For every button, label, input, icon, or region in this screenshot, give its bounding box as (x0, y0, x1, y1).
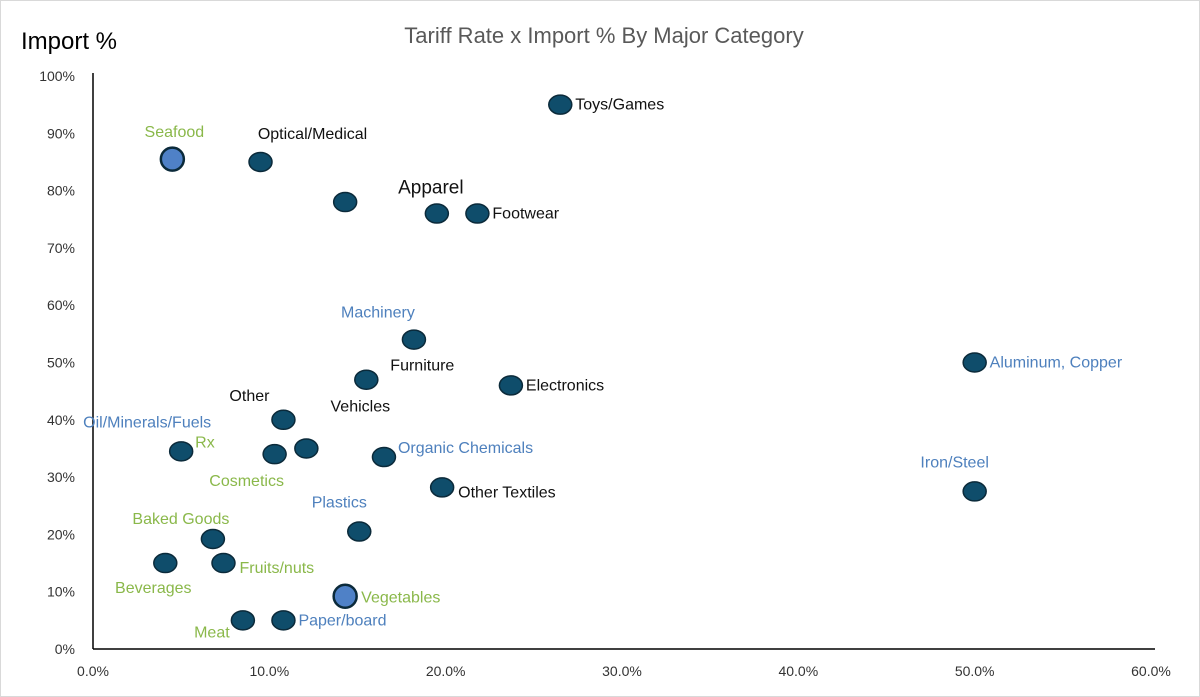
point-label: Furniture (390, 358, 454, 375)
data-point (465, 203, 490, 224)
y-tick-label: 50% (47, 355, 75, 371)
data-point (159, 146, 186, 172)
data-points (153, 94, 987, 631)
data-point (332, 583, 358, 610)
data-point (248, 151, 273, 173)
data-point (230, 610, 256, 631)
point-label: Vehicles (331, 399, 391, 416)
y-tick-label: 0% (55, 641, 75, 657)
point-label: Organic Chemicals (398, 440, 533, 457)
point-label: Electronics (526, 377, 604, 394)
point-labels: Toys/Games Seafood Optical/Medical Apparel F… (83, 97, 1123, 642)
point-label: Toys/Games (575, 97, 664, 114)
x-tick-label: 30.0% (602, 663, 642, 679)
point-label: Rx (195, 434, 215, 451)
y-tick-label: 70% (47, 240, 75, 256)
data-point (371, 446, 397, 468)
point-label: Iron/Steel (920, 454, 988, 471)
y-tick-label: 90% (47, 125, 75, 141)
x-tick-label: 40.0% (778, 663, 818, 679)
data-point (498, 375, 524, 396)
y-tick-label: 10% (47, 584, 75, 600)
x-tick-labels: 0.0% 10.0% 20.0% 30.0% 40.0% 50.0% 60.0% (77, 663, 1171, 679)
point-label: Vegetables (361, 589, 440, 606)
x-tick-label: 20.0% (426, 663, 466, 679)
chart-title: Tariff Rate x Import % By Major Category (404, 23, 803, 48)
point-label: Optical/Medical (258, 126, 367, 143)
data-point (429, 477, 455, 498)
point-label: Paper/board (298, 612, 386, 629)
point-label: Seafood (145, 124, 205, 141)
data-point (153, 552, 178, 574)
x-tick-label: 60.0% (1131, 663, 1171, 679)
data-point (168, 441, 194, 462)
point-label: Baked Goods (132, 511, 229, 528)
x-tick-label: 50.0% (955, 663, 995, 679)
x-tick-label: 10.0% (249, 663, 289, 679)
point-label: Machinery (341, 305, 415, 322)
y-tick-label: 100% (39, 68, 75, 84)
y-tick-labels: 0% 10% 20% 30% 40% 50% 60% 70% 80% 90% 100% (39, 68, 75, 657)
data-point (262, 443, 287, 465)
data-point (354, 369, 379, 390)
point-label: Other (229, 388, 270, 405)
point-label: Fruits/nuts (239, 560, 314, 577)
data-point (347, 521, 372, 542)
point-label: Plastics (312, 495, 367, 512)
data-point (424, 203, 450, 224)
data-point (200, 528, 226, 550)
point-label: Footwear (492, 206, 559, 223)
point-label: Aluminum, Copper (990, 355, 1123, 372)
data-point (332, 191, 358, 213)
x-tick-label: 0.0% (77, 663, 109, 679)
data-point (548, 94, 573, 115)
data-point (401, 329, 427, 350)
y-tick-label: 80% (47, 183, 75, 199)
data-point (294, 438, 319, 459)
data-point (271, 610, 296, 631)
point-label: Other Textiles (458, 484, 556, 501)
y-tick-label: 30% (47, 469, 75, 485)
point-label: Cosmetics (209, 473, 284, 490)
data-point (962, 481, 987, 502)
data-point (962, 352, 987, 373)
y-axis-label: Import % (21, 28, 117, 55)
axes (92, 73, 1155, 650)
data-point (211, 552, 236, 574)
point-label: Meat (194, 624, 230, 641)
y-tick-label: 40% (47, 412, 75, 428)
point-label: Oil/Minerals/Fuels (83, 414, 211, 431)
point-label: Apparel (398, 178, 464, 199)
data-point (271, 409, 296, 431)
point-label: Beverages (115, 580, 192, 597)
y-tick-label: 60% (47, 297, 75, 313)
y-tick-label: 20% (47, 526, 75, 542)
